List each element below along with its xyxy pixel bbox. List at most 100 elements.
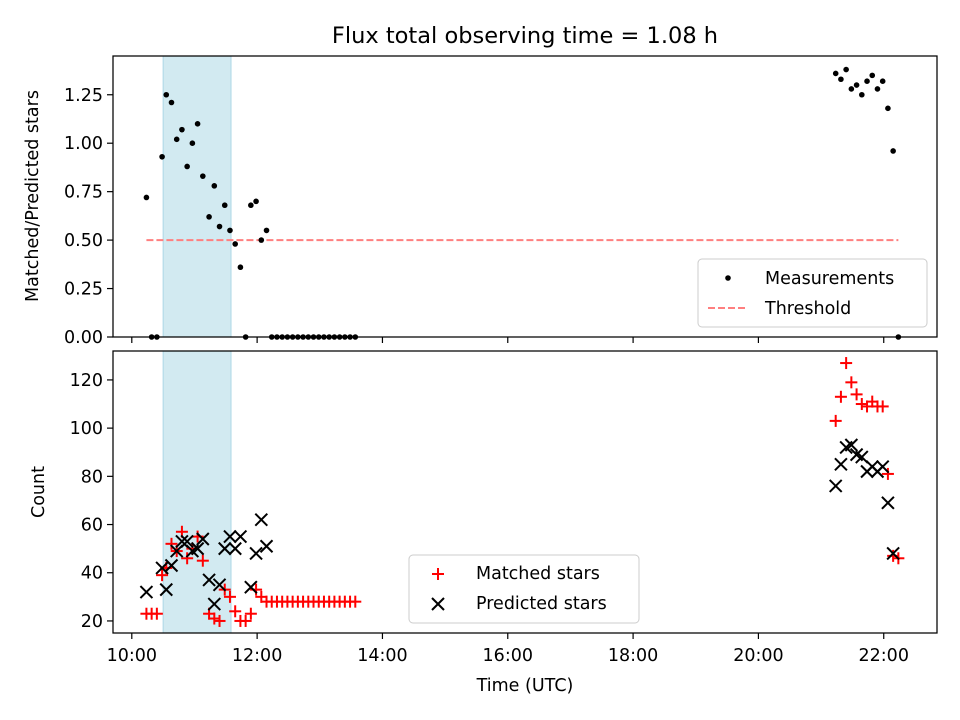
predicted-star-marker [875,459,890,474]
predicted-star-marker [139,585,154,599]
chart-title: Flux total observing time = 1.08 h [332,23,718,49]
measurement-point [189,140,196,147]
measurement-point [874,86,881,92]
x-tick-label: 16:00 [483,646,533,666]
measurement-point [206,214,212,220]
predicted-stars-legend-marker [431,597,445,611]
measurement-point [232,241,238,247]
measurement-point [885,105,891,112]
predicted-star-marker [159,582,173,597]
matched-star-marker [208,612,221,625]
bottom-legend-frame [408,554,640,624]
predicted-star-stroke-b [212,578,227,592]
measurement-point [168,99,175,106]
predicted-star-stroke-b [207,597,222,611]
measurement-point [184,163,190,170]
predicted-star-marker [202,573,216,587]
predicted-star-stroke-b [233,529,248,544]
y-tick-label: 120 [70,371,103,391]
predicted-star-stroke-b [849,447,864,462]
predicted-star-marker [228,541,242,556]
measurement-point [143,194,150,201]
predicted-star-marker [196,532,210,546]
matched-star-marker [855,398,868,411]
top-y-ticks: 0.00 0.25 0.50 0.75 1.00 1.25 [64,86,113,348]
predicted-star-stroke-b [169,544,184,558]
measurement-point [869,72,876,79]
measurement-point [211,183,218,189]
predicted-star-marker [212,578,227,592]
matched-star-marker [876,400,889,413]
measurement-point [843,66,849,73]
matched-star-marker [229,605,242,618]
measurement-point [200,173,206,179]
y-tick-label: 1.25 [64,86,103,106]
measurement-point [221,202,228,209]
measurement-point [173,136,180,143]
y-tick-label: 0.75 [64,183,103,203]
top-legend-frame [697,258,928,328]
predicted-star-marker [886,546,900,561]
predicted-star-marker [259,539,274,553]
matched-star-marker [181,552,194,565]
x-tick-label: 12:00 [232,646,282,666]
matched-star-marker [244,607,257,620]
bottom-axes-frame [112,350,938,634]
predicted-star-marker [254,513,269,527]
predicted-star-marker [828,479,843,493]
measurement-point [838,76,844,83]
predicted-star-stroke-b [223,529,237,544]
measurement-point [832,70,839,77]
bottom-panel: 20 40 60 80 100 120 10:00 12:00 14:00 16:00 18:00… [29,350,938,696]
matched-star-marker [223,590,236,603]
measurement-point [258,237,265,243]
measurement-point [248,202,254,209]
predicted-star-marker [175,534,189,549]
matched-star-marker [834,390,847,403]
predicted-star-stroke-b [228,541,242,556]
y-tick-label: 0.25 [64,280,103,300]
x-tick-label: 18:00 [608,646,658,666]
predicted-star-marker [881,496,895,510]
measurement-point [216,223,223,230]
predicted-star-stroke-b [180,534,194,549]
predicted-star-marker [844,438,859,452]
predicted-star-marker [207,597,222,611]
measurement-point [859,91,865,98]
matched-stars-legend-label: Matched stars [476,564,600,584]
predicted-star-stroke-b [139,585,154,599]
measurement-point [864,78,870,84]
predicted-star-marker [169,544,184,558]
measurement-point [179,126,185,133]
predicted-star-stroke-b [202,573,216,587]
y-tick-label: 0.00 [64,328,103,348]
predicted-star-stroke-b [834,457,848,471]
predicted-star-stroke-b [254,513,269,527]
bottom-y-ticks: 20 40 60 80 100 120 [70,371,113,632]
x-axis-label: Time (UTC) [476,676,574,696]
predicted-stars-legend-label: Predicted stars [476,594,607,614]
measurement-point [163,91,170,98]
predicted-star-marker [249,546,263,561]
predicted-star-stroke-b [175,534,189,549]
threshold-legend-label: Threshold [764,299,851,319]
measurement-point [879,78,886,84]
predicted-star-stroke-b [164,558,179,573]
top-y-axis-label: Matched/Predicted stars [23,90,43,302]
measurements-legend-marker [725,275,731,281]
top-shaded-span [162,55,232,338]
top-panel: 0.00 0.25 0.50 0.75 1.00 1.25 Matched/Predict… [23,55,938,348]
matched-star-marker [850,388,863,401]
y-tick-label: 1.00 [64,134,103,154]
matched-star-marker [213,614,226,627]
predicted-star-stroke-b [886,546,900,561]
matched-stars-points [140,357,905,627]
predicted-star-stroke-b [159,582,173,597]
measurement-point [263,227,270,234]
predicted-star-stroke-b [875,459,890,474]
x-tick-label: 22:00 [859,646,909,666]
predicted-star-stroke-b [259,539,274,553]
matched-star-marker [829,414,842,427]
measurement-point [253,198,259,205]
